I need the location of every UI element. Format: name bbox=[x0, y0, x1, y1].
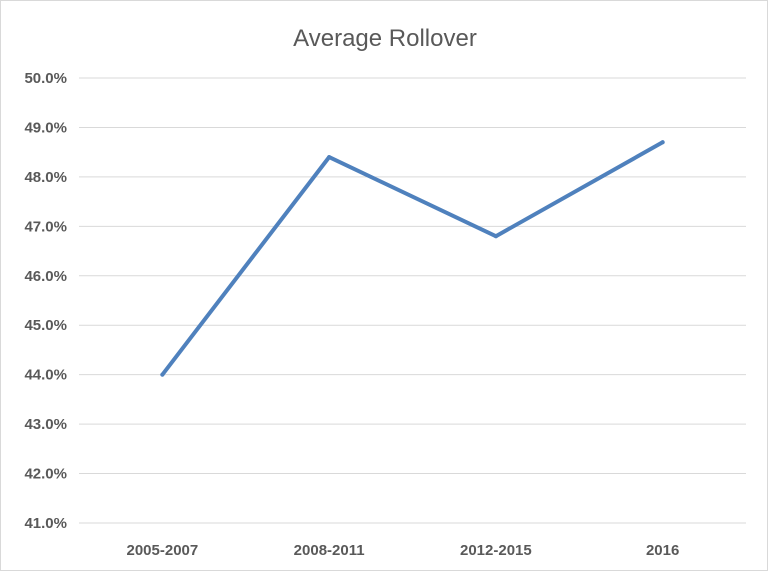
series-line bbox=[160, 140, 665, 377]
y-tick-label: 42.0% bbox=[24, 466, 67, 483]
series-layer bbox=[160, 140, 665, 377]
chart-title: Average Rollover bbox=[293, 25, 477, 52]
y-tick-label: 48.0% bbox=[24, 169, 67, 186]
y-tick-label: 43.0% bbox=[24, 416, 67, 433]
data-point bbox=[160, 372, 165, 377]
y-tick-label: 41.0% bbox=[24, 515, 67, 532]
gridlines bbox=[79, 77, 746, 524]
data-point bbox=[493, 234, 498, 239]
y-tick-label: 49.0% bbox=[24, 119, 67, 136]
y-tick-label: 45.0% bbox=[24, 317, 67, 334]
y-tick-label: 47.0% bbox=[24, 218, 67, 235]
y-tick-label: 44.0% bbox=[24, 367, 67, 384]
x-tick-label: 2012-2015 bbox=[460, 542, 532, 559]
y-tick-label: 46.0% bbox=[24, 268, 67, 285]
data-point bbox=[327, 155, 332, 160]
x-tick-label: 2005-2007 bbox=[127, 542, 199, 559]
y-tick-label: 50.0% bbox=[24, 70, 67, 87]
x-tick-label: 2008-2011 bbox=[294, 542, 365, 559]
x-tick-label: 2016 bbox=[646, 542, 679, 559]
data-point bbox=[660, 140, 665, 145]
x-axis-ticks: 2005-2007 2008-2011 2012-2015 2016 bbox=[127, 542, 680, 559]
y-axis-ticks: 41.0% 42.0% 43.0% 44.0% 45.0% 46.0% 47.0% 48.0%… bbox=[24, 70, 67, 532]
